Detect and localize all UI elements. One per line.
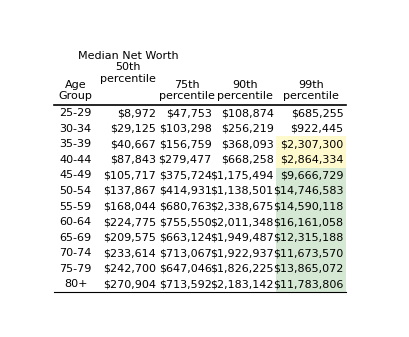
- Text: 99th
percentile: 99th percentile: [283, 80, 339, 101]
- Text: $168,044: $168,044: [103, 202, 156, 212]
- Text: $105,717: $105,717: [103, 171, 156, 180]
- Text: $922,445: $922,445: [290, 124, 344, 134]
- Bar: [276, 167, 346, 183]
- Text: $87,843: $87,843: [110, 155, 156, 165]
- Text: Median Net Worth
50th
percentile: Median Net Worth 50th percentile: [78, 51, 178, 84]
- Text: 75-79: 75-79: [59, 264, 92, 274]
- Text: $11,673,570: $11,673,570: [273, 248, 344, 258]
- Text: $2,307,300: $2,307,300: [280, 139, 344, 149]
- Text: $685,255: $685,255: [291, 108, 344, 118]
- Text: 25-29: 25-29: [59, 108, 92, 118]
- Text: $1,138,501: $1,138,501: [211, 186, 274, 196]
- Text: $755,550: $755,550: [159, 217, 212, 227]
- Text: $368,093: $368,093: [221, 139, 274, 149]
- Text: 50-54: 50-54: [60, 186, 92, 196]
- Text: $713,592: $713,592: [159, 279, 212, 289]
- Text: $16,161,058: $16,161,058: [273, 217, 344, 227]
- Text: $713,067: $713,067: [159, 248, 212, 258]
- Text: 65-69: 65-69: [60, 233, 92, 243]
- Text: $1,175,494: $1,175,494: [210, 171, 274, 180]
- Text: $29,125: $29,125: [110, 124, 156, 134]
- Text: $8,972: $8,972: [117, 108, 156, 118]
- Text: $137,867: $137,867: [103, 186, 156, 196]
- Bar: [276, 199, 346, 214]
- Text: 30-34: 30-34: [60, 124, 92, 134]
- Bar: [276, 230, 346, 245]
- Bar: [276, 152, 346, 167]
- Bar: [276, 136, 346, 152]
- Text: $40,667: $40,667: [110, 139, 156, 149]
- Text: 75th
percentile: 75th percentile: [159, 80, 215, 101]
- Text: 35-39: 35-39: [60, 139, 92, 149]
- Text: $108,874: $108,874: [220, 108, 274, 118]
- Text: $13,865,072: $13,865,072: [273, 264, 344, 274]
- Text: $2,864,334: $2,864,334: [280, 155, 344, 165]
- Text: 45-49: 45-49: [59, 171, 92, 180]
- Text: $2,338,675: $2,338,675: [210, 202, 274, 212]
- Text: $279,477: $279,477: [159, 155, 212, 165]
- Text: $2,183,142: $2,183,142: [210, 279, 274, 289]
- Text: 55-59: 55-59: [60, 202, 92, 212]
- Bar: [276, 277, 346, 292]
- Text: $156,759: $156,759: [159, 139, 212, 149]
- Text: 60-64: 60-64: [60, 217, 92, 227]
- Text: 90th
percentile: 90th percentile: [217, 80, 273, 101]
- Text: $680,763: $680,763: [159, 202, 212, 212]
- Text: $1,826,225: $1,826,225: [210, 264, 274, 274]
- Text: 70-74: 70-74: [59, 248, 92, 258]
- Text: $647,046: $647,046: [159, 264, 212, 274]
- Bar: [276, 183, 346, 199]
- Text: $668,258: $668,258: [221, 155, 274, 165]
- Text: $14,746,583: $14,746,583: [273, 186, 344, 196]
- Text: $233,614: $233,614: [103, 248, 156, 258]
- Text: Age
Group: Age Group: [59, 80, 92, 101]
- Bar: [276, 214, 346, 230]
- Text: $256,219: $256,219: [221, 124, 274, 134]
- Text: $47,753: $47,753: [166, 108, 212, 118]
- Text: $1,949,487: $1,949,487: [210, 233, 274, 243]
- Text: 80+: 80+: [64, 279, 88, 289]
- Text: $663,124: $663,124: [159, 233, 212, 243]
- Text: $375,724: $375,724: [159, 171, 212, 180]
- Text: $270,904: $270,904: [103, 279, 156, 289]
- Text: $242,700: $242,700: [103, 264, 156, 274]
- Text: 40-44: 40-44: [59, 155, 92, 165]
- Text: $2,011,348: $2,011,348: [210, 217, 274, 227]
- Text: $12,315,188: $12,315,188: [273, 233, 344, 243]
- Text: $14,590,118: $14,590,118: [273, 202, 344, 212]
- Text: $414,931: $414,931: [159, 186, 212, 196]
- Bar: [276, 245, 346, 261]
- Text: $103,298: $103,298: [159, 124, 212, 134]
- Bar: [276, 261, 346, 277]
- Text: $11,783,806: $11,783,806: [273, 279, 344, 289]
- Text: $1,922,937: $1,922,937: [210, 248, 274, 258]
- Text: $209,575: $209,575: [103, 233, 156, 243]
- Text: $9,666,729: $9,666,729: [280, 171, 344, 180]
- Text: $224,775: $224,775: [103, 217, 156, 227]
